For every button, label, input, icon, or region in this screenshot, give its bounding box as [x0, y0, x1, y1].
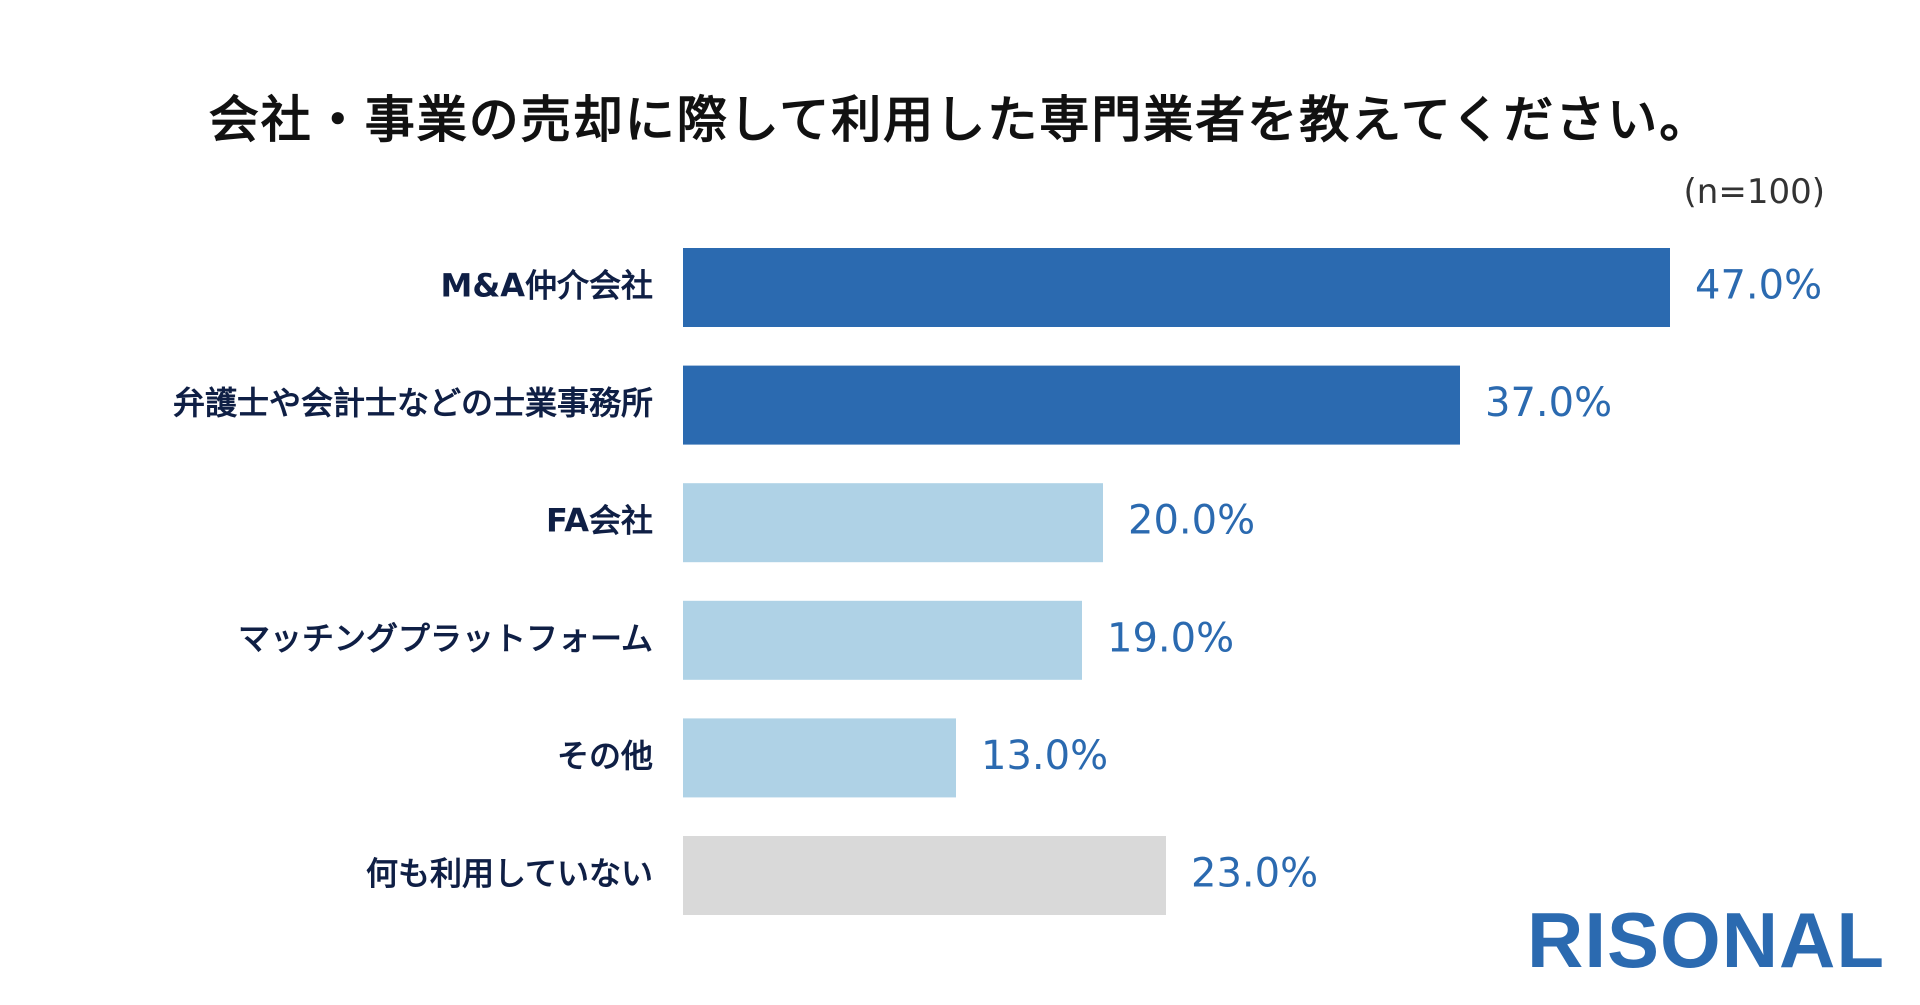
category-label: FA会社 — [546, 502, 653, 540]
value-label: 20.0% — [1128, 498, 1255, 544]
category-label: その他 — [557, 737, 653, 775]
bar — [683, 483, 1103, 563]
bar — [683, 836, 1166, 915]
bar — [683, 600, 1082, 680]
chart-title: 会社・事業の売却に際して利用した専門業者を教えてください。 — [208, 91, 1712, 149]
value-label: 47.0% — [1695, 263, 1822, 309]
category-label: 何も利用していない — [366, 855, 653, 893]
category-label: マッチングプラットフォーム — [238, 619, 653, 657]
value-label: 23.0% — [1191, 851, 1318, 897]
category-label: M&A仲介会社 — [440, 267, 653, 305]
category-label: 弁護士や会計士などの士業事務所 — [173, 384, 653, 422]
value-label: 37.0% — [1485, 380, 1612, 426]
value-label: 13.0% — [981, 733, 1108, 779]
value-label: 19.0% — [1107, 615, 1234, 661]
bar — [683, 718, 956, 798]
bar — [683, 365, 1460, 445]
bar — [683, 248, 1670, 327]
sample-size-label: (n=100) — [1683, 172, 1825, 212]
risonal-logo: RISONAL — [1527, 896, 1885, 984]
